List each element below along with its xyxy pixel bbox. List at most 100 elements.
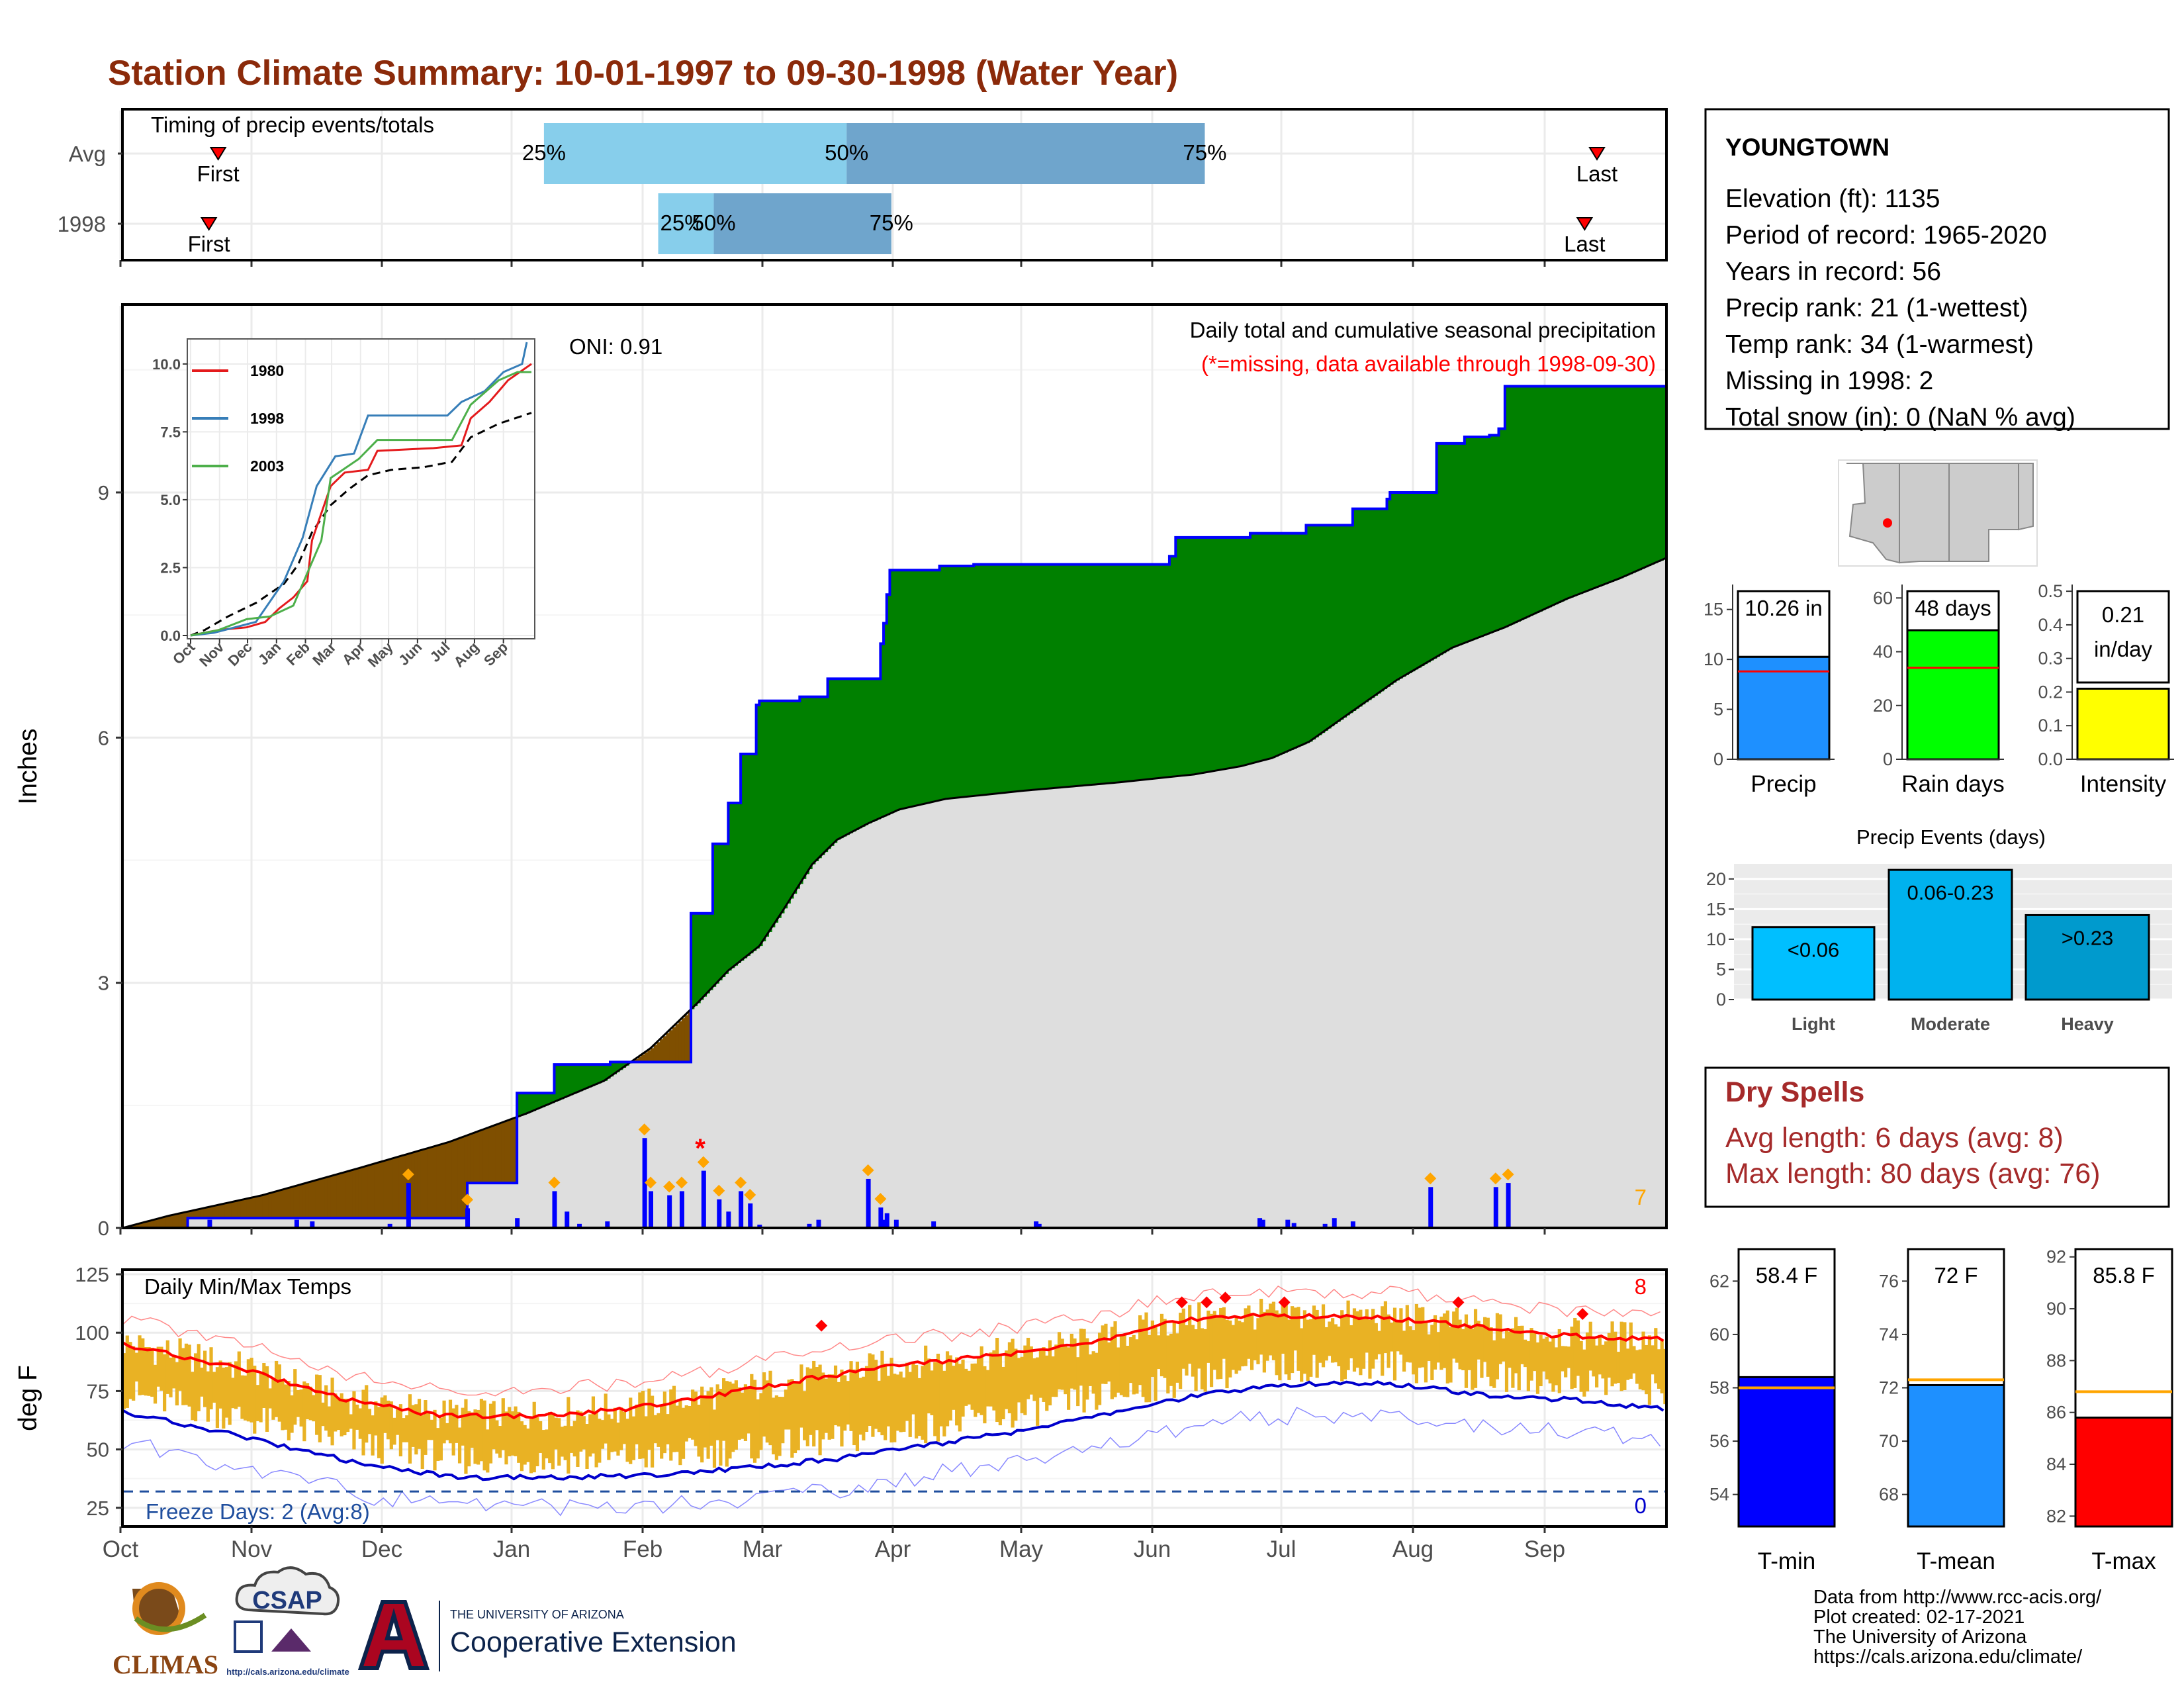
above-average-area [1355,508,1359,709]
above-average-area [840,679,844,839]
daily-temp-bar [203,1350,207,1407]
daily-temp-bar [1614,1331,1617,1384]
daily-temp-bar [355,1404,359,1430]
daily-precip-bar [1332,1218,1337,1228]
below-average-area [672,1027,676,1062]
daily-temp-bar [1551,1338,1555,1392]
daily-precip-bar [577,1223,582,1228]
above-average-area [893,570,897,813]
record-high-count: 8 [1635,1274,1647,1299]
above-average-area [1091,564,1095,785]
above-average-area [812,696,816,865]
above-average-area [1349,525,1353,714]
month-label: Mar [743,1536,783,1562]
summary-value-label: 10.26 in [1745,596,1822,620]
daily-temp-bar [1623,1322,1627,1390]
above-average-area [523,1093,527,1115]
above-average-area [837,679,841,840]
daily-temp-bar [1038,1350,1042,1398]
daily-temp-bar [675,1405,679,1452]
daily-temp-bar [721,1378,726,1441]
above-average-area [1240,537,1245,767]
daily-temp-bar [893,1374,897,1442]
daily-temp-bar [132,1346,136,1401]
above-average-area [1399,492,1403,679]
above-average-area [1508,386,1512,626]
heavy-event-marker [862,1164,874,1176]
summary-y-tick-label: 20 [1873,696,1893,716]
daily-temp-bar [1381,1306,1385,1376]
temp-y-tick-label: 25 [87,1497,109,1520]
above-average-area [1042,564,1046,790]
temp-summary-y-tick-label: 62 [1709,1271,1729,1291]
events-y-tick-label: 20 [1706,869,1726,889]
above-average-area [805,696,810,874]
daily-temp-bar [1157,1335,1161,1370]
above-average-area [1570,386,1574,598]
daily-precip-bar [1291,1223,1297,1228]
daily-temp-bar [1392,1307,1397,1381]
above-average-area [1306,525,1310,743]
temp-y-tick-label: 50 [87,1438,109,1462]
daily-precip-bar [866,1178,871,1228]
daily-temp-bar [1141,1319,1145,1397]
above-average-area [1141,564,1145,780]
daily-temp-bar [1318,1317,1322,1363]
daily-temp-bar [1498,1314,1502,1364]
station-name: YOUNGTOWN [1725,134,1889,161]
oni-label: ONI: 0.91 [569,334,662,359]
daily-temp-bar [1502,1338,1506,1362]
daily-temp-bar [821,1372,825,1440]
daily-temp-bar [1011,1338,1015,1428]
daily-temp-bar [743,1384,748,1441]
below-average-area [206,1207,210,1219]
above-average-area [616,1062,620,1072]
precip-panel: 0 3 6 9 Inches Daily total and cumulative s… [14,303,1668,1240]
summary-value-box [1906,590,2000,632]
daily-temp-bar [1495,1313,1500,1380]
below-average-area [315,1180,319,1219]
above-average-area [1455,443,1459,647]
above-average-area [535,1093,539,1110]
daily-temp-bar [1225,1319,1229,1389]
above-average-area [585,1064,589,1089]
daily-temp-bar [1439,1316,1443,1370]
below-average-area [262,1195,266,1219]
daily-temp-bar [1216,1317,1220,1380]
temp-summary-y-tick-label: 70 [1879,1431,1899,1451]
above-average-area [772,700,776,927]
above-average-area [1452,443,1456,648]
daily-temp-bar [387,1400,390,1440]
above-average-area [1029,564,1033,790]
above-average-area [1200,537,1205,774]
below-average-area [392,1158,396,1219]
below-average-area [250,1197,253,1219]
daily-temp-bar [1179,1313,1183,1389]
above-average-area [1181,537,1186,776]
below-average-area [312,1181,316,1219]
quartile-box-upper [713,193,891,254]
above-average-area [1548,386,1552,608]
above-average-area [877,679,881,820]
above-average-area [1135,564,1139,781]
above-average-area [1160,564,1164,778]
daily-temp-bar [1042,1347,1046,1402]
above-average-area [1321,525,1326,733]
temp-summary-y-tick-label: 92 [2046,1247,2066,1267]
above-average-area [1660,386,1664,561]
temp-summary-bars: 54 56 58 60 62 58.4 F T-min 68 70 72 74 76 72 F T-mea… [1709,1247,2173,1574]
inset-y-tick-label: 5.0 [160,492,181,508]
daily-temp-bar [790,1379,794,1458]
above-average-area [1616,386,1621,580]
above-average-area [955,566,959,798]
daily-temp-bar [215,1367,220,1429]
inset-legend-label: 2003 [250,457,284,475]
above-average-area [1079,564,1083,786]
above-average-area [1228,537,1232,769]
daily-temp-bar [1275,1310,1279,1376]
above-average-area [939,566,943,801]
above-average-area [548,1093,552,1105]
below-average-area [321,1178,325,1219]
above-average-area [1324,525,1328,731]
daily-temp-bar [660,1405,664,1459]
